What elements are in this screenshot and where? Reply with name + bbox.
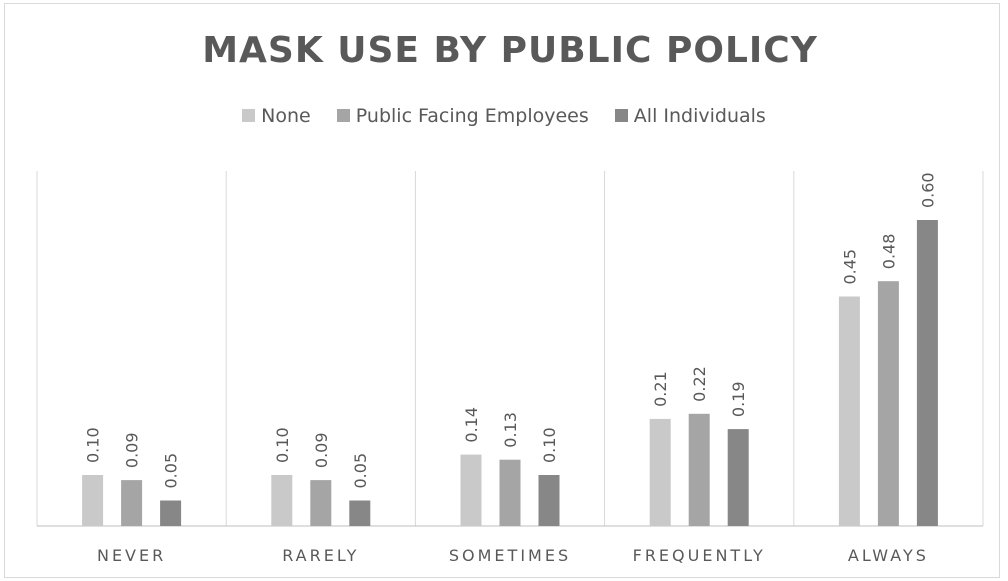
legend-label-none: None <box>261 105 311 127</box>
bar-rarely-all-individuals <box>349 500 371 526</box>
data-label-always-none: 0.45 <box>840 249 859 285</box>
data-label-sometimes-public-facing-employees: 0.13 <box>501 412 520 448</box>
chart-title: MASK USE BY PUBLIC POLICY <box>202 30 818 71</box>
data-label-always-public-facing-employees: 0.48 <box>879 234 898 270</box>
bar-frequently-public-facing-employees <box>688 413 710 526</box>
data-label-sometimes-all-individuals: 0.10 <box>540 427 559 463</box>
bar-frequently-none <box>649 418 671 526</box>
category-label-rarely: RARELY <box>282 546 359 565</box>
chart-legend: None Public Facing Employees All Individ… <box>0 105 1008 127</box>
category-label-never: NEVER <box>97 546 166 565</box>
bar-never-none <box>82 475 104 526</box>
data-label-frequently-none: 0.21 <box>651 371 670 407</box>
data-label-never-none: 0.10 <box>84 427 103 463</box>
data-label-frequently-all-individuals: 0.19 <box>729 381 748 417</box>
bar-sometimes-none <box>460 454 482 526</box>
bar-always-all-individuals <box>916 220 938 526</box>
bar-rarely-none <box>271 475 293 526</box>
category-label-always: ALWAYS <box>848 546 929 565</box>
category-label-frequently: FREQUENTLY <box>633 546 766 565</box>
bar-frequently-all-individuals <box>727 429 749 526</box>
legend-item-none: None <box>242 105 311 127</box>
legend-label-public-facing-employees: Public Facing Employees <box>355 105 589 127</box>
bar-sometimes-all-individuals <box>538 475 560 526</box>
data-label-always-all-individuals: 0.60 <box>918 172 937 208</box>
data-label-rarely-none: 0.10 <box>273 427 292 463</box>
legend-swatch-none <box>242 109 256 122</box>
bar-sometimes-public-facing-employees <box>499 459 521 526</box>
data-label-rarely-public-facing-employees: 0.09 <box>312 432 331 468</box>
legend-item-all-individuals: All Individuals <box>614 105 766 127</box>
legend-swatch-public-facing-employees <box>336 109 350 122</box>
legend-label-all-individuals: All Individuals <box>633 105 766 127</box>
data-label-never-all-individuals: 0.05 <box>162 453 181 489</box>
legend-swatch-all-individuals <box>614 109 628 122</box>
data-label-never-public-facing-employees: 0.09 <box>123 432 142 468</box>
bar-always-none <box>838 296 860 526</box>
bar-rarely-public-facing-employees <box>310 480 332 526</box>
category-label-sometimes: SOMETIMES <box>449 546 571 565</box>
legend-item-public-facing-employees: Public Facing Employees <box>336 105 589 127</box>
bar-never-public-facing-employees <box>121 480 143 526</box>
bar-always-public-facing-employees <box>877 281 899 526</box>
data-label-rarely-all-individuals: 0.05 <box>351 453 370 489</box>
data-label-sometimes-none: 0.14 <box>462 407 481 443</box>
bar-never-all-individuals <box>160 500 182 526</box>
data-label-frequently-public-facing-employees: 0.22 <box>690 366 709 402</box>
